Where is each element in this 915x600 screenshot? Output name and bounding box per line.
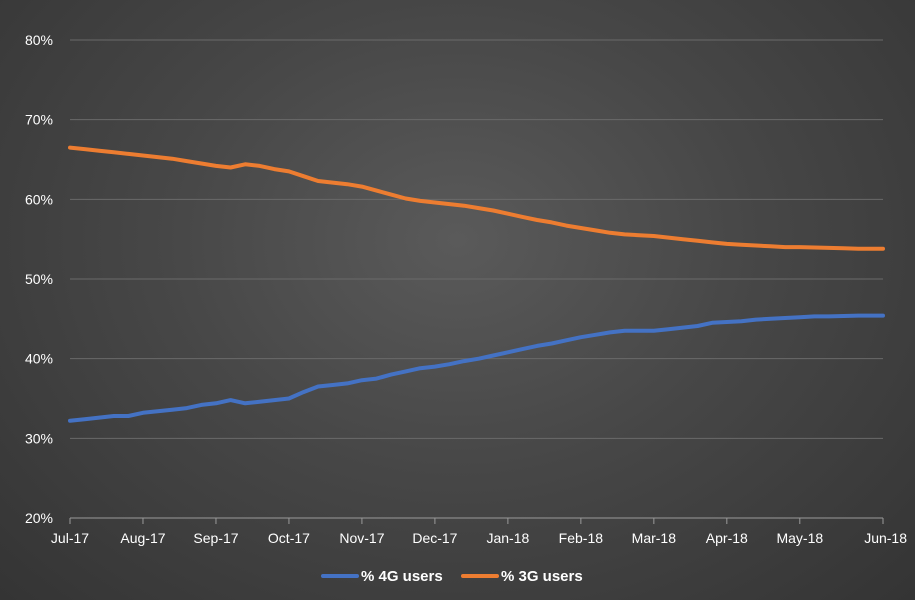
x-tick-label: Sep-17 [193, 530, 238, 546]
x-tick-label: Nov-17 [339, 530, 384, 546]
legend: % 4G users % 3G users [321, 568, 583, 585]
x-tick-label: Jan-18 [486, 530, 529, 546]
x-axis: Jul-17 Aug-17 Sep-17 Oct-17 Nov-17 Dec-17 Jan-… [51, 517, 907, 546]
gridlines [70, 39, 883, 439]
y-tick-label: 30% [25, 430, 53, 446]
x-tick-label: Aug-17 [120, 530, 165, 546]
series-line-4g [68, 313, 885, 423]
y-tick-label: 20% [25, 510, 53, 526]
x-tick-label: May-18 [776, 530, 823, 546]
x-tick-label: Mar-18 [632, 530, 677, 546]
y-tick-label: 60% [25, 191, 53, 207]
y-tick-label: 70% [25, 112, 53, 128]
series-lines [68, 145, 885, 423]
legend-label: % 4G users [361, 568, 443, 585]
y-axis: 20% 30% 40% 50% 60% 70% 80% [25, 32, 53, 526]
x-tick-label: Jun-18 [864, 530, 907, 546]
x-tick-label: Apr-18 [706, 530, 748, 546]
x-tick-label: Feb-18 [559, 530, 604, 546]
y-tick-label: 40% [25, 351, 53, 367]
x-tick-label: Jul-17 [51, 530, 89, 546]
x-tick-label: Oct-17 [268, 530, 310, 546]
x-tick-label: Dec-17 [412, 530, 457, 546]
legend-label: % 3G users [501, 568, 583, 585]
y-tick-label: 50% [25, 271, 53, 287]
series-line-3g [68, 145, 885, 251]
y-tick-label: 80% [25, 32, 53, 48]
